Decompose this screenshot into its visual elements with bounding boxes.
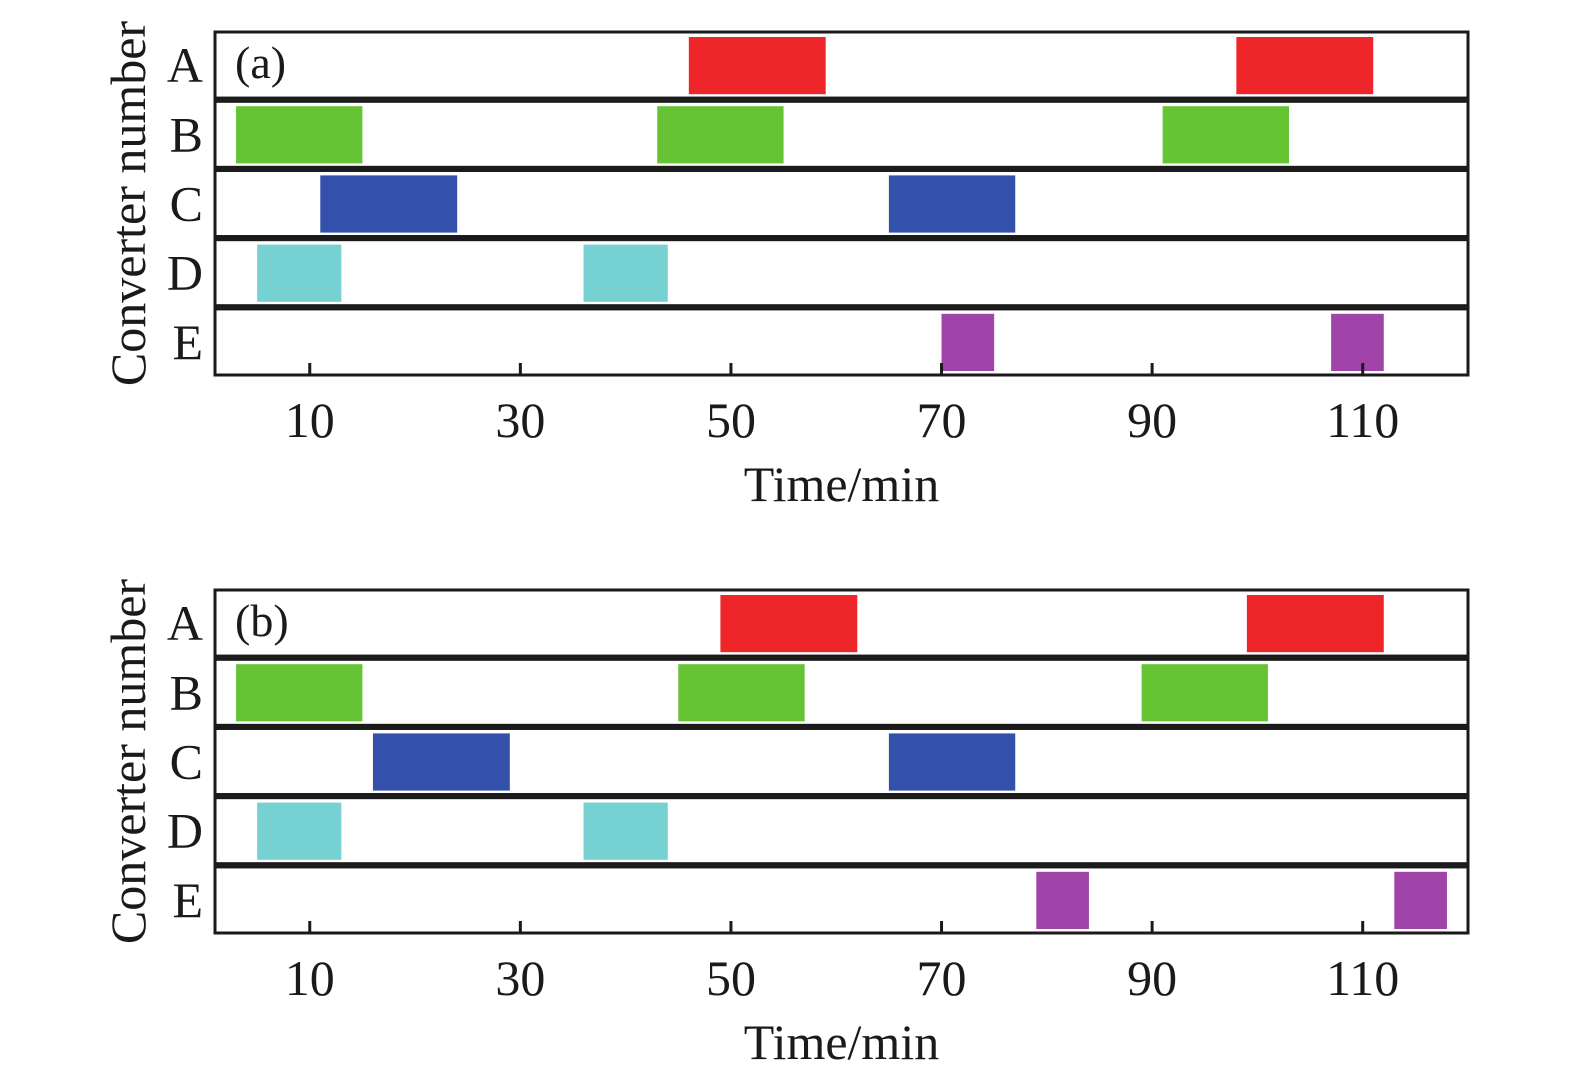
row-border-c	[213, 726, 1470, 797]
row-border-e	[213, 307, 1470, 377]
task-bar-b-3	[678, 664, 805, 722]
row-frame-e	[213, 865, 1470, 935]
row-label-e: E	[172, 872, 203, 928]
panel-label: (a)	[235, 37, 286, 88]
x-tick-label-30: 30	[495, 392, 545, 448]
x-axis-title: Time/min	[744, 1014, 939, 1070]
y-axis-title: Converter number	[100, 579, 156, 945]
row-border-b	[213, 99, 1470, 169]
task-bar-a-1	[1236, 37, 1374, 95]
row-label-b: B	[170, 106, 203, 162]
row-label-d: D	[167, 245, 203, 301]
x-tick-label-110: 110	[1326, 950, 1399, 1006]
task-bar-c-6	[888, 175, 1016, 233]
row-frame-e	[213, 307, 1470, 377]
task-bar-a-0	[720, 595, 858, 653]
task-bar-b-2	[236, 106, 363, 164]
task-bar-b-2	[236, 664, 363, 722]
panel-label: (b)	[235, 595, 289, 646]
task-bar-c-5	[320, 175, 458, 233]
task-bar-d-7	[257, 802, 342, 860]
row-frame-d	[213, 238, 1470, 308]
task-bar-e-9	[1036, 871, 1089, 929]
task-bar-d-8	[583, 244, 668, 302]
x-tick-label-70: 70	[917, 392, 967, 448]
row-border-c	[213, 168, 1470, 239]
task-bar-b-3	[657, 106, 784, 164]
x-tick-label-10: 10	[285, 950, 335, 1006]
row-border-a	[213, 30, 1470, 100]
x-tick-label-10: 10	[285, 392, 335, 448]
task-bar-a-0	[688, 37, 826, 95]
x-tick-label-50: 50	[706, 950, 756, 1006]
task-bar-c-6	[888, 733, 1016, 791]
row-label-b: B	[170, 664, 203, 720]
task-bar-e-9	[941, 313, 995, 371]
task-bar-b-4	[1141, 664, 1268, 722]
row-border-d	[213, 796, 1470, 866]
task-bar-a-1	[1246, 595, 1384, 653]
row-border-a	[213, 588, 1470, 658]
row-label-e: E	[172, 314, 203, 370]
x-tick-label-90: 90	[1127, 392, 1177, 448]
task-bar-e-10	[1331, 313, 1384, 371]
row-border-d	[213, 238, 1470, 308]
y-axis-title: Converter number	[100, 21, 156, 387]
task-bar-d-7	[257, 244, 342, 302]
row-label-a: A	[167, 595, 203, 651]
task-bar-e-10	[1394, 871, 1447, 929]
row-border-b	[213, 657, 1470, 727]
row-label-d: D	[167, 803, 203, 859]
x-axis-title: Time/min	[744, 456, 939, 512]
row-frame-d	[213, 796, 1470, 866]
x-tick-label-70: 70	[917, 950, 967, 1006]
x-tick-label-30: 30	[495, 950, 545, 1006]
row-label-c: C	[170, 176, 203, 232]
task-bar-c-5	[372, 733, 510, 791]
task-bar-d-8	[583, 802, 668, 860]
row-label-a: A	[167, 37, 203, 93]
row-label-c: C	[170, 734, 203, 790]
x-tick-label-90: 90	[1127, 950, 1177, 1006]
row-frame-b	[213, 657, 1470, 727]
x-tick-label-110: 110	[1326, 392, 1399, 448]
x-tick-label-50: 50	[706, 392, 756, 448]
row-border-e	[213, 865, 1470, 935]
task-bar-b-4	[1162, 106, 1289, 164]
